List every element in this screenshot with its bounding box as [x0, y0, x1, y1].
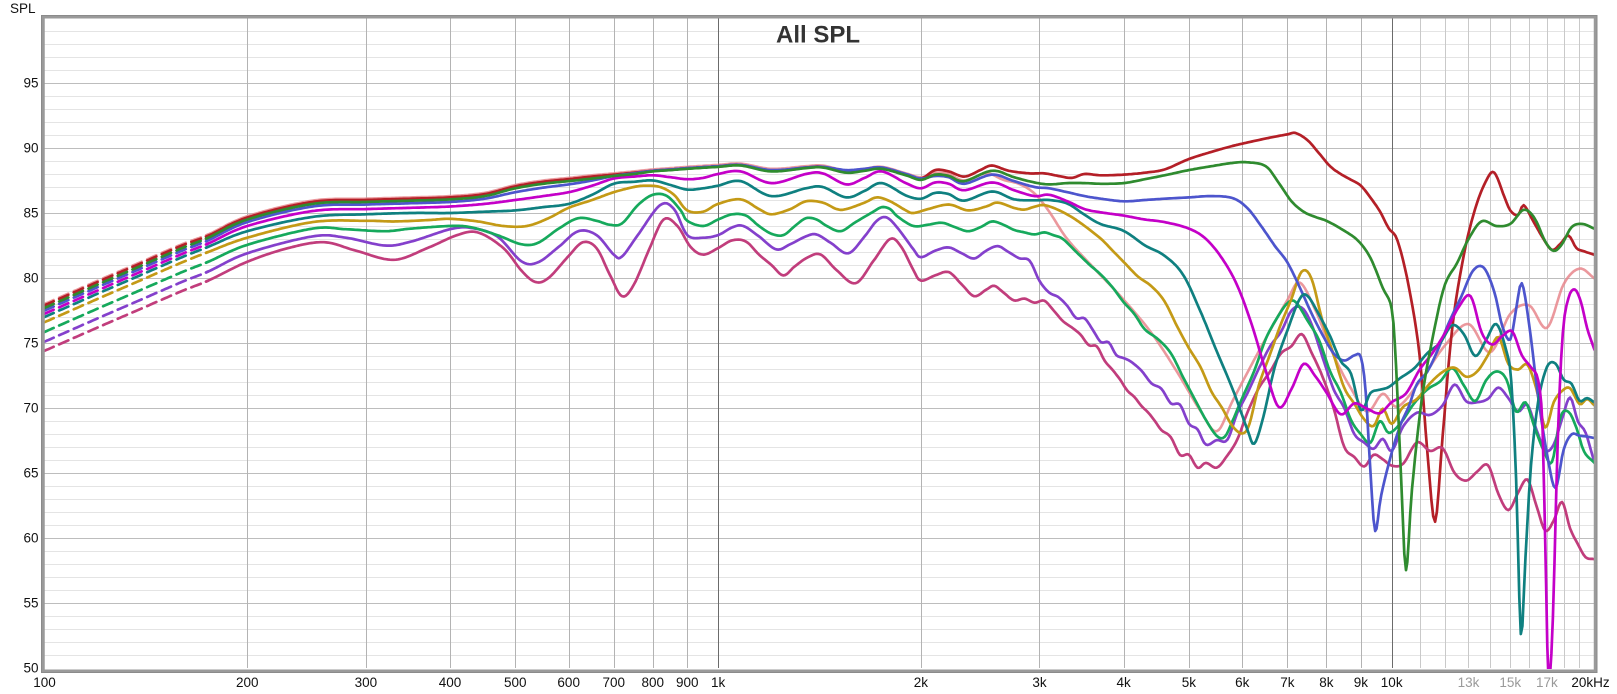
svg-text:200: 200	[236, 675, 259, 690]
svg-text:55: 55	[23, 596, 38, 611]
svg-text:2k: 2k	[914, 675, 929, 690]
svg-text:70: 70	[23, 401, 38, 416]
svg-text:95: 95	[23, 76, 38, 91]
svg-text:100: 100	[33, 675, 56, 690]
svg-text:10k: 10k	[1381, 675, 1403, 690]
svg-text:85: 85	[23, 206, 38, 221]
svg-text:300: 300	[355, 675, 378, 690]
svg-text:All SPL: All SPL	[776, 22, 860, 49]
svg-text:3k: 3k	[1032, 675, 1047, 690]
svg-text:65: 65	[23, 466, 38, 481]
svg-text:800: 800	[642, 675, 665, 690]
svg-text:5k: 5k	[1182, 675, 1197, 690]
svg-text:4k: 4k	[1116, 675, 1131, 690]
svg-text:400: 400	[439, 675, 462, 690]
svg-text:600: 600	[557, 675, 580, 690]
svg-text:1k: 1k	[711, 675, 726, 690]
svg-text:80: 80	[23, 271, 38, 286]
svg-text:20kHz: 20kHz	[1571, 675, 1610, 690]
svg-text:17k: 17k	[1536, 675, 1558, 690]
svg-text:15k: 15k	[1499, 675, 1521, 690]
svg-text:75: 75	[23, 336, 38, 351]
svg-text:8k: 8k	[1319, 675, 1334, 690]
svg-text:60: 60	[23, 531, 38, 546]
svg-text:50: 50	[23, 661, 38, 676]
svg-text:700: 700	[603, 675, 626, 690]
svg-text:900: 900	[676, 675, 699, 690]
svg-text:90: 90	[23, 141, 38, 156]
svg-text:9k: 9k	[1354, 675, 1369, 690]
svg-text:7k: 7k	[1280, 675, 1295, 690]
svg-text:500: 500	[504, 675, 527, 690]
svg-text:13k: 13k	[1458, 675, 1480, 690]
svg-text:6k: 6k	[1235, 675, 1250, 690]
svg-text:SPL: SPL	[10, 1, 36, 16]
